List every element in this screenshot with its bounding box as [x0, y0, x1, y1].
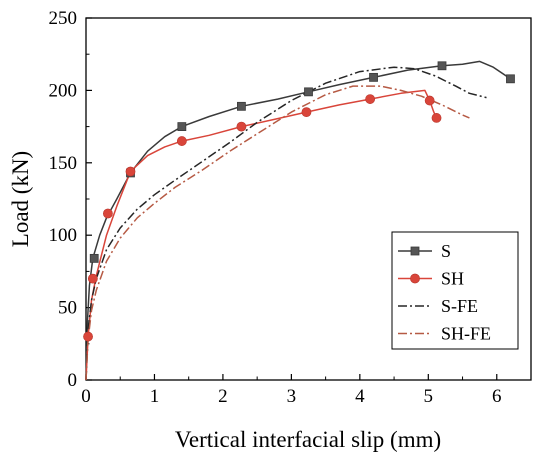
legend-label-s: S [441, 241, 451, 261]
series-s-point-6 [437, 61, 447, 71]
y-tick-label-4: 200 [49, 80, 78, 101]
x-tick-label-1: 1 [150, 386, 160, 407]
axes: 0 1 2 3 4 5 6 0 50 100 150 200 250 [49, 8, 502, 407]
series-sh-point-1 [87, 273, 98, 284]
legend-label-s-fe: S-FE [441, 296, 478, 316]
y-tick-label-2: 100 [49, 225, 78, 246]
x-tick-label-2: 2 [218, 386, 228, 407]
x-tick-label-3: 3 [287, 386, 297, 407]
series-sh-point-6 [301, 107, 312, 118]
y-axis-title: Load (kN) [8, 151, 33, 247]
x-tick-label-0: 0 [81, 386, 91, 407]
series-s-point-5 [369, 72, 378, 82]
legend: S SH S-FE SH-FE [391, 231, 519, 350]
series-sh-point-8 [424, 95, 435, 106]
series-s-point-3 [237, 101, 246, 111]
series-sh-point-0 [83, 331, 93, 342]
series-sh-point-5 [236, 121, 247, 132]
series-sh-point-4 [176, 136, 187, 146]
series-s-point-4 [304, 87, 313, 97]
series-s-point-7 [506, 74, 515, 84]
y-tick-label-1: 50 [58, 298, 77, 319]
series-line-s [85, 60, 511, 381]
legend-marker-sh [410, 273, 420, 284]
x-tick-label-6: 6 [492, 386, 502, 407]
series-s-point-2 [177, 122, 187, 131]
y-tick-label-3: 150 [49, 153, 78, 174]
legend-label-sh-fe: SH-FE [441, 324, 491, 344]
series-sh-point-7 [365, 94, 376, 104]
legend-marker-s [410, 246, 420, 256]
y-tick-label-5: 250 [49, 8, 78, 29]
series-sh-point-9 [431, 113, 442, 123]
series-s-point-0 [89, 253, 99, 263]
series-layer [85, 60, 511, 381]
x-axis-title: Vertical interfacial slip (mm) [175, 427, 441, 452]
series-sh-point-2 [103, 208, 113, 219]
legend-label-sh: SH [441, 269, 464, 289]
x-tick-label-4: 4 [355, 386, 365, 407]
series-sh-point-3 [125, 166, 136, 177]
series-line-s-fe [85, 66, 487, 381]
x-tick-label-5: 5 [424, 386, 434, 407]
series-line-sh [85, 89, 438, 381]
markers-layer [83, 61, 515, 342]
y-tick-label-0: 0 [68, 370, 78, 391]
